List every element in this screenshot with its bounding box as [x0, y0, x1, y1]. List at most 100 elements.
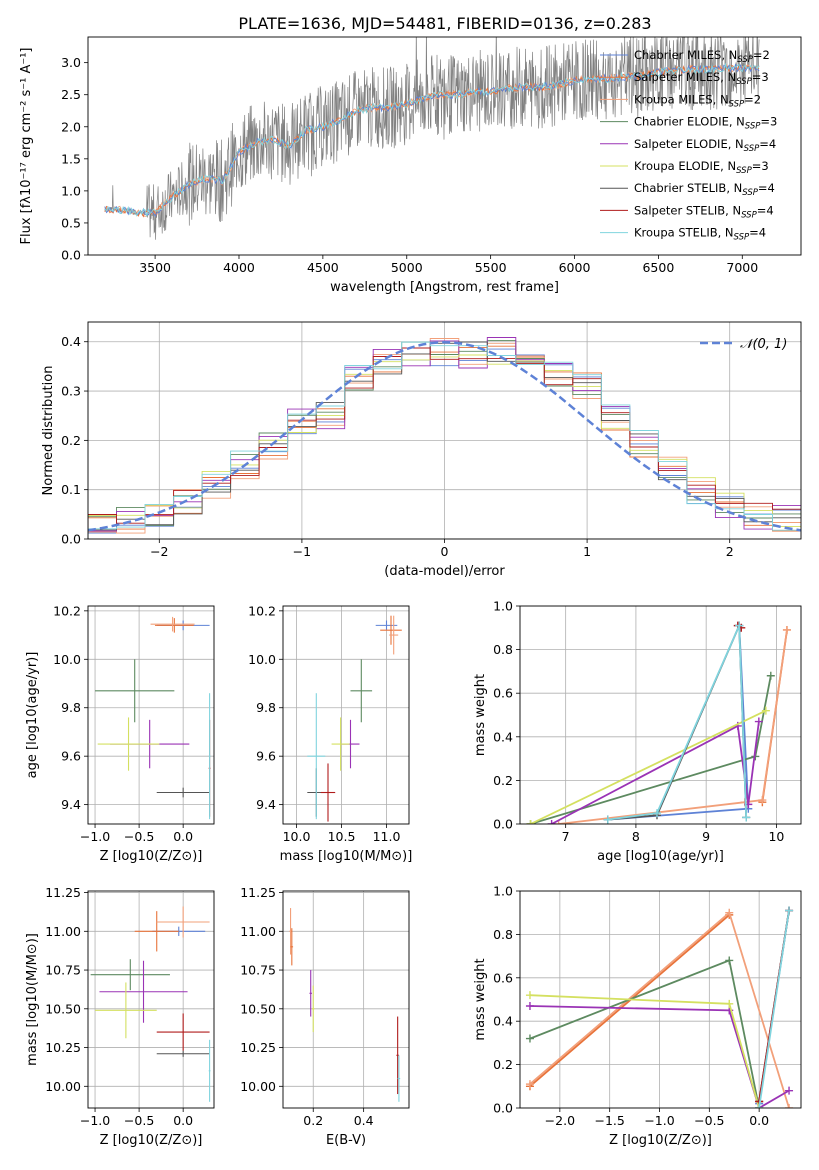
x-tick-label: 10.5: [328, 829, 356, 844]
series-marker-kroupa_stelib: [652, 809, 661, 818]
y-tick-label: 10.50: [240, 1001, 276, 1016]
series-marker-kroupa_miles: [554, 820, 563, 824]
y-tick-label: 0.0: [61, 532, 81, 547]
series-line-chabrier_elodie: [530, 675, 772, 824]
y-tick-label: 0.8: [493, 642, 513, 657]
x-tick-label: 10.0: [283, 829, 311, 844]
y-tick-label: 10.75: [240, 963, 276, 978]
series-marker-chabrier_elodie: [766, 671, 775, 680]
y-tick-label: 10.2: [53, 603, 81, 618]
y-tick-label: 10.25: [240, 1040, 276, 1055]
y-tick-label: 10.00: [45, 1079, 81, 1094]
legend-label-subscript: SSP: [734, 233, 750, 243]
legend-label-base: Kroupa MILES, N: [634, 92, 729, 106]
plot-area: [88, 322, 801, 539]
panel-mass_vs_Z: −1.0 −0.5 0.0 10.00 10.25 10.50 10.75 11.00 11.2…: [25, 885, 215, 1148]
series-line-chabrier_stelib: [607, 625, 748, 821]
legend-label-subscript: SSP: [729, 99, 745, 109]
y-axis-label: age [log10(age/yr)]: [25, 652, 40, 779]
y-tick-label: 1.0: [493, 884, 513, 899]
x-tick-label: 3500: [139, 260, 171, 275]
y-tick-label: 0.1: [61, 482, 81, 497]
y-tick-label: 9.6: [61, 749, 81, 764]
y-tick-label: 0.3: [61, 384, 81, 399]
x-tick-label: 4000: [223, 260, 255, 275]
series-line-salpeter_miles: [529, 914, 730, 1087]
y-tick-label: 10.75: [45, 963, 81, 978]
series-marker-kroupa_miles: [525, 1080, 534, 1089]
legend-label-base: Chabrier MILES, N: [634, 48, 737, 62]
panel-massweight_vs_age: 7 8 9 10 0.0 0.2 0.4 0.6 0.8 1.0 age [log10(age/yr…: [473, 599, 802, 864]
x-axis-label: Z [log10(Z/Z⊙)]: [609, 1133, 712, 1148]
series-marker-kroupa_elodie: [525, 991, 534, 1000]
x-tick-label: 6500: [642, 260, 674, 275]
legend-label-normal: 𝒩(0, 1): [740, 337, 787, 352]
y-tick-label: 11.00: [45, 924, 81, 939]
legend-label-subscript: SSP: [741, 210, 757, 220]
x-tick-label: 2: [726, 544, 734, 559]
y-tick-label: 0.6: [493, 686, 513, 701]
legend-label-base: Salpeter MILES, N: [634, 70, 736, 84]
x-tick-label: 0.0: [749, 1113, 769, 1128]
legend-label-base: Salpeter STELIB, N: [634, 203, 741, 217]
x-tick-label: 0.2: [303, 1113, 323, 1128]
legend-label-base: Kroupa ELODIE, N: [634, 159, 736, 173]
series-line-chabrier_elodie: [529, 959, 760, 1108]
legend-label-base: Chabrier STELIB, N: [634, 181, 742, 195]
plot-area: [520, 606, 801, 824]
legend-label-tail: =2: [744, 92, 761, 106]
x-tick-label: −2.0: [545, 1113, 575, 1128]
x-tick-label: 5000: [391, 260, 423, 275]
y-tick-label: 1.0: [493, 599, 513, 614]
x-axis-label: Z [log10(Z/Z⊙)]: [100, 1133, 203, 1148]
y-tick-label: 10.0: [248, 652, 276, 667]
series-line-salpeter_elodie: [529, 1005, 790, 1108]
plot-area: [104, 37, 760, 240]
y-tick-label: 10.50: [45, 1001, 81, 1016]
x-tick-label: 0.4: [354, 1113, 374, 1128]
y-tick-label: 11.00: [240, 924, 276, 939]
legend-label-salpeter_stelib: Salpeter STELIB, NSSP=4: [634, 203, 774, 220]
axes-frame: [282, 605, 410, 825]
y-tick-label: 11.25: [45, 885, 81, 900]
y-tick-label: 1.5: [61, 151, 81, 166]
plot-area: [283, 606, 409, 824]
series-marker-kroupa_stelib: [735, 621, 744, 630]
axes-frame: [282, 890, 410, 1109]
legend-label-subscript: SSP: [736, 77, 752, 87]
x-tick-label: −1: [293, 544, 311, 559]
x-tick-label: 0: [441, 544, 449, 559]
legend-label-chabrier_miles: Chabrier MILES, NSSP=2: [634, 48, 770, 65]
legend-label-salpeter_miles: Salpeter MILES, NSSP=3: [634, 70, 769, 87]
legend-label-subscript: SSP: [745, 122, 761, 132]
plot-area: [520, 891, 801, 1108]
y-tick-label: 2.0: [61, 119, 81, 134]
axes-frame: [87, 36, 802, 256]
series-marker-kroupa_stelib: [742, 813, 751, 822]
y-tick-label: 0.5: [61, 215, 81, 230]
panel-age_vs_Z: −1.0 −0.5 0.0 9.4 9.6 9.8 10.0 10.2 Z [log10(Z/Z…: [25, 603, 215, 864]
legend-label-base: Chabrier ELODIE, N: [634, 115, 745, 129]
legend-label-tail: =4: [757, 203, 774, 217]
observed-spectrum-line: [104, 37, 760, 240]
legend-label-kroupa_elodie: Kroupa ELODIE, NSSP=3: [634, 159, 769, 176]
legend-label-tail: =3: [752, 70, 769, 84]
x-tick-label: 11.0: [373, 829, 401, 844]
y-tick-label: 3.0: [61, 55, 81, 70]
legend-label-subscript: SSP: [737, 55, 753, 65]
x-tick-label: 5500: [475, 260, 507, 275]
y-tick-label: 0.2: [61, 433, 81, 448]
y-tick-label: 10.2: [248, 603, 276, 618]
legend-label-subscript: SSP: [744, 144, 760, 154]
y-tick-label: 0.0: [493, 817, 513, 832]
model-spectrum-kroupa_stelib: [104, 62, 760, 217]
series-marker-salpeter_elodie: [525, 1002, 534, 1011]
x-axis-label: Z [log10(Z/Z⊙)]: [100, 849, 203, 864]
y-tick-label: 11.25: [240, 885, 276, 900]
legend-label-kroupa_miles: Kroupa MILES, NSSP=2: [634, 92, 761, 109]
y-tick-label: 0.2: [493, 773, 513, 788]
histogram-kroupa_stelib: [88, 341, 801, 539]
x-tick-label: 7000: [726, 260, 758, 275]
legend-label-base: Kroupa STELIB, N: [634, 226, 734, 240]
